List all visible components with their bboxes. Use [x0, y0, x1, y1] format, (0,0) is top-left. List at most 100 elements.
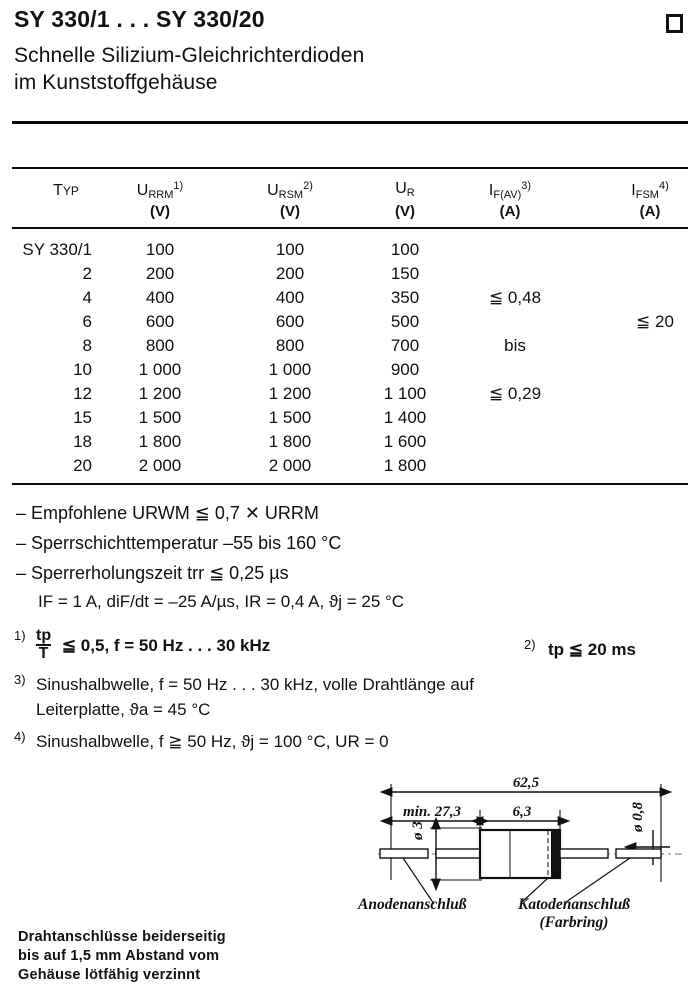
col-unit-urrm: (V): [150, 203, 170, 220]
cell-ifav: bis: [504, 336, 526, 355]
table-row: 12 1 200 1 200 1 100 ≦ 0,29: [0, 384, 700, 406]
cell-ursm: 400: [275, 288, 305, 307]
cell-urrm: 400: [145, 288, 175, 307]
cell-typ: 12: [73, 384, 92, 403]
cell-typ: 15: [73, 408, 92, 427]
col-header-ifav: IF(AV)3): [488, 180, 532, 201]
cell-typ: 10: [73, 360, 92, 379]
footnote-3-line2: Leiterplatte, ϑa = 45 °C: [36, 700, 211, 719]
leader-lines: [402, 857, 631, 905]
cell-urrm: 2 000: [138, 456, 182, 475]
cell-ur: 500: [390, 312, 420, 331]
table-row: 2 200 200 150: [0, 264, 700, 286]
cell-urrm: 100: [145, 240, 175, 259]
dimension-body-diameter-label: ø 3: [410, 821, 426, 841]
footnote-1-denominator: T: [36, 644, 52, 662]
col-unit-ifsm: (A): [639, 203, 661, 220]
square-outline-icon: [666, 14, 683, 33]
col-header-ursm: URSM2): [267, 180, 313, 201]
label-cathode: Katodenanschluß (Farbring): [518, 896, 630, 931]
cell-ursm: 600: [275, 312, 305, 331]
cell-urrm: 600: [145, 312, 175, 331]
col-header-typ: TYP: [53, 182, 79, 199]
footnote-1-fraction: tp T: [36, 627, 52, 663]
anode-lead: [379, 848, 481, 859]
col-header-ifsm: IFSM4): [631, 180, 669, 201]
footnote-2-marker: 2): [524, 637, 536, 652]
col-header-ur: UR: [395, 180, 415, 199]
cell-typ: 20: [73, 456, 92, 475]
cell-typ: 6: [82, 312, 92, 331]
note-reverse-recovery-time: – Sperrerholungszeit trr ≦ 0,25 µs: [16, 563, 289, 583]
footnote-1-numerator: tp: [36, 627, 52, 644]
cell-ur: 1 100: [383, 384, 427, 403]
col-unit-ur: (V): [395, 203, 415, 220]
dimension-wire-diameter-label: ø 0,8: [630, 802, 646, 834]
cell-ur: 100: [390, 240, 420, 259]
cell-ursm: 2 000: [268, 456, 312, 475]
footnote-1-marker: 1): [14, 628, 26, 643]
cell-ifsm: ≦ 20: [636, 312, 674, 331]
cell-typ: 2: [82, 264, 92, 283]
cell-ur: 150: [390, 264, 420, 283]
cell-typ: 18: [73, 432, 92, 451]
cell-urrm: 1 500: [138, 408, 182, 427]
cell-typ: 8: [82, 336, 92, 355]
footnote-3-line1: Sinushalbwelle, f = 50 Hz . . . 30 kHz, …: [36, 675, 474, 694]
cell-ursm: 1 800: [268, 432, 312, 451]
cell-ursm: 100: [275, 240, 305, 259]
cathode-color-band: [551, 830, 560, 878]
cell-ursm: 1 500: [268, 408, 312, 427]
cell-urrm: 800: [145, 336, 175, 355]
cathode-lead: [559, 848, 662, 859]
cell-urrm: 1 000: [138, 360, 182, 379]
footnote-1: tp T ≦ 0,5, f = 50 Hz . . . 30 kHz: [36, 627, 271, 663]
solderability-caption: Drahtanschlüsse beiderseitig bis auf 1,5…: [18, 929, 226, 983]
table-row: 15 1 500 1 500 1 400: [0, 408, 700, 430]
footnote-4-marker: 4): [14, 729, 26, 744]
cell-ursm: 800: [275, 336, 305, 355]
dimension-wire-diameter: [623, 830, 670, 865]
divider-table-head-bottom: [12, 227, 688, 229]
dimension-lead-min-label: min. 27,3: [403, 804, 461, 820]
table-row: 20 2 000 2 000 1 800: [0, 456, 700, 478]
cell-ursm: 1 000: [268, 360, 312, 379]
table-row: 6 600 600 500 ≦ 20: [0, 312, 700, 334]
cell-urrm: 200: [145, 264, 175, 283]
cell-ursm: 200: [275, 264, 305, 283]
cell-ursm: 1 200: [268, 384, 312, 403]
cell-ur: 350: [390, 288, 420, 307]
dimension-total-label: 62,5: [513, 775, 540, 791]
table-row: 18 1 800 1 800 1 600: [0, 432, 700, 454]
col-header-urrm: URRM1): [136, 180, 184, 201]
cell-ur: 1 800: [383, 456, 427, 475]
footnote-3-marker: 3): [14, 672, 26, 687]
cell-ifav: ≦ 0,29: [488, 384, 542, 403]
divider-table-head-top: [12, 167, 688, 169]
note-reverse-recovery-conditions: IF = 1 A, diF/dt = –25 A/µs, IR = 0,4 A,…: [38, 592, 405, 611]
footnote-1-text: ≦ 0,5, f = 50 Hz . . . 30 kHz: [61, 636, 271, 656]
package-outline-drawing: 62,5 min. 27,3 6,3 ø 3 ø: [358, 770, 690, 931]
divider-table-bottom: [12, 483, 688, 485]
divider-top: [12, 121, 688, 124]
page-title: SY 330/1 . . . SY 330/20: [14, 6, 265, 32]
cell-ifav: ≦ 0,48: [488, 288, 542, 307]
cell-urrm: 1 800: [138, 432, 182, 451]
table-row: 10 1 000 1 000 900: [0, 360, 700, 382]
table-row: SY 330/1 100 100 100: [0, 240, 700, 262]
col-unit-ifav: (A): [499, 203, 521, 220]
table-row: 4 400 400 350 ≦ 0,48: [0, 288, 700, 310]
diode-body: [478, 828, 562, 880]
dimension-body-length-label: 6,3: [513, 804, 532, 820]
page-subtitle: Schnelle Silizium-Gleichrichterdioden im…: [14, 44, 365, 94]
cell-typ: SY 330/1: [22, 240, 92, 259]
note-recommended-urwm: – Empfohlene URWM ≦ 0,7 ✕ URRM: [16, 503, 319, 523]
cell-ur: 1 600: [383, 432, 427, 451]
cell-typ: 4: [82, 288, 92, 307]
note-junction-temperature: – Sperrschichttemperatur –55 bis 160 °C: [16, 533, 342, 553]
cell-ur: 700: [390, 336, 420, 355]
footnote-2-text: tp ≦ 20 ms: [548, 640, 636, 659]
col-unit-ursm: (V): [280, 203, 300, 220]
cell-ur: 1 400: [383, 408, 427, 427]
